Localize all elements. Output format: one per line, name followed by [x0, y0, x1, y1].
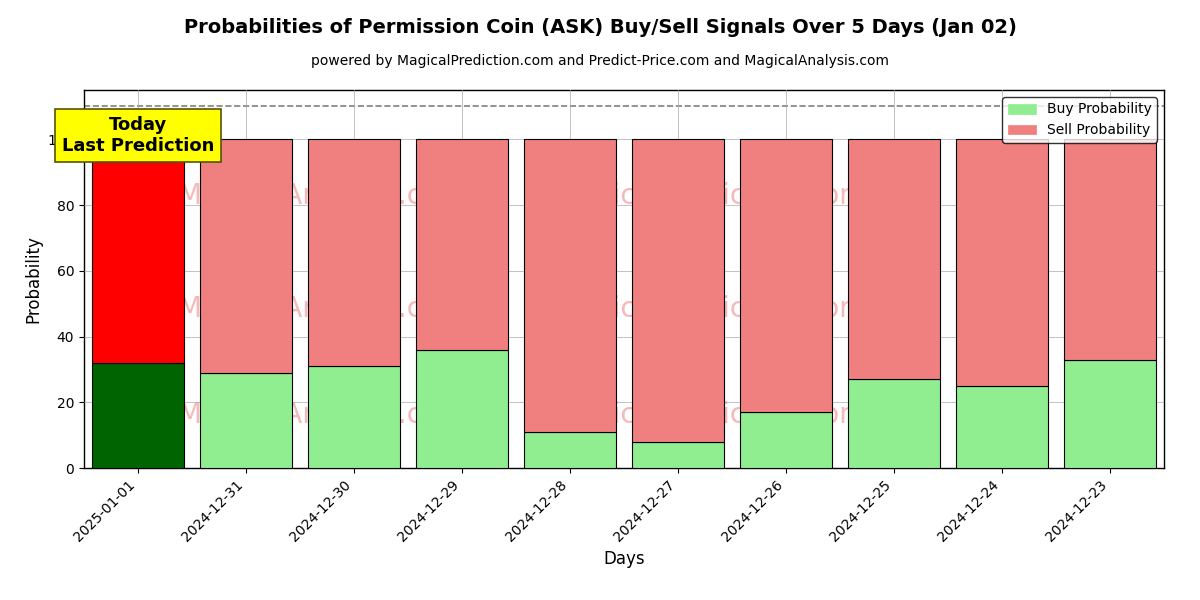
Text: Probabilities of Permission Coin (ASK) Buy/Sell Signals Over 5 Days (Jan 02): Probabilities of Permission Coin (ASK) B…: [184, 18, 1016, 37]
Bar: [632, 442, 724, 468]
X-axis label: Days: Days: [604, 550, 644, 568]
Bar: [524, 139, 616, 432]
Bar: [848, 379, 940, 468]
Bar: [92, 139, 184, 363]
Text: MagicalPrediction.com: MagicalPrediction.com: [554, 401, 866, 429]
Text: powered by MagicalPrediction.com and Predict-Price.com and MagicalAnalysis.com: powered by MagicalPrediction.com and Pre…: [311, 54, 889, 68]
Bar: [632, 139, 724, 442]
Bar: [92, 363, 184, 468]
Bar: [1064, 139, 1156, 359]
Text: MagicalPrediction.com: MagicalPrediction.com: [554, 182, 866, 210]
Bar: [200, 373, 292, 468]
Bar: [848, 139, 940, 379]
Text: MagicalAnalysis.com: MagicalAnalysis.com: [178, 401, 466, 429]
Text: MagicalAnalysis.com: MagicalAnalysis.com: [178, 295, 466, 323]
Bar: [416, 350, 508, 468]
Text: MagicalPrediction.com: MagicalPrediction.com: [554, 295, 866, 323]
Bar: [956, 139, 1048, 386]
Legend: Buy Probability, Sell Probability: Buy Probability, Sell Probability: [1002, 97, 1157, 143]
Text: Today
Last Prediction: Today Last Prediction: [62, 116, 214, 155]
Bar: [200, 139, 292, 373]
Bar: [956, 386, 1048, 468]
Bar: [308, 366, 400, 468]
Bar: [524, 432, 616, 468]
Bar: [740, 139, 832, 412]
Text: MagicalAnalysis.com: MagicalAnalysis.com: [178, 182, 466, 210]
Bar: [416, 139, 508, 350]
Y-axis label: Probability: Probability: [24, 235, 42, 323]
Bar: [1064, 359, 1156, 468]
Bar: [308, 139, 400, 366]
Bar: [740, 412, 832, 468]
